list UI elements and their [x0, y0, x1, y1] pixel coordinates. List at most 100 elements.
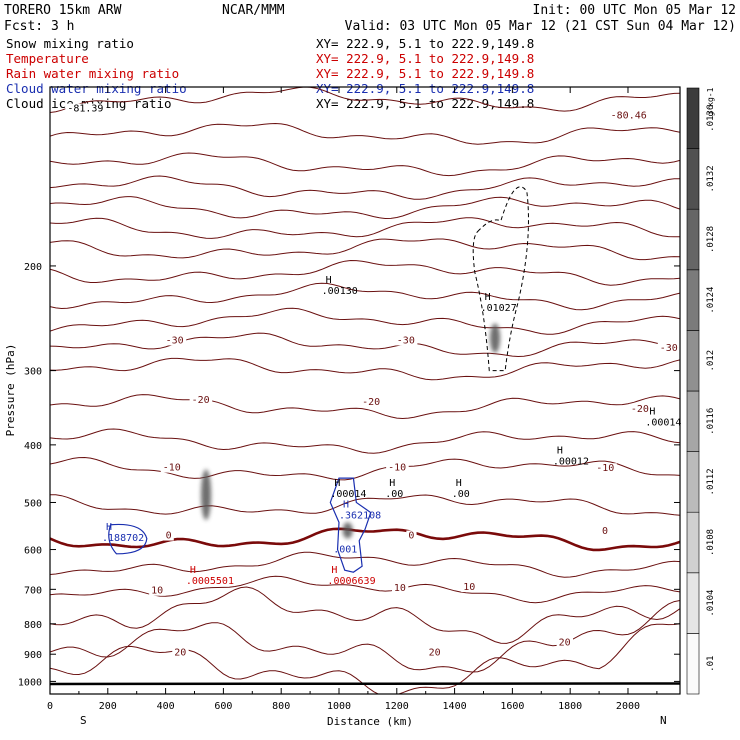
- annotation-marker: H: [649, 407, 655, 418]
- temperature-contour: [50, 357, 680, 381]
- temperature-label-bg: [163, 335, 187, 346]
- header-model: TORERO 15km ARW: [4, 3, 122, 18]
- y-tick-label: 600: [24, 546, 42, 557]
- temperature-contour: [50, 494, 680, 516]
- legend-label: Snow mixing ratio: [6, 36, 134, 51]
- temperature-label-bg: [599, 526, 611, 537]
- temperature-label-bg: [556, 637, 574, 648]
- colorbar-label: .0104: [706, 590, 716, 617]
- x-tick-label: 600: [214, 701, 232, 712]
- x-tick-label: 1600: [500, 701, 524, 712]
- annotation-marker: H: [389, 478, 395, 489]
- legend-xy: XY= 222.9, 5.1 to 222.9,149.8: [316, 51, 534, 66]
- cloud-water-contour: [329, 477, 372, 573]
- temperature-label: 10: [394, 583, 406, 594]
- temperature-contour: [50, 623, 680, 694]
- annotation-value: .00130: [322, 286, 358, 297]
- y-axis-title: Pressure (hPa): [4, 344, 17, 437]
- colorbar-swatch: [686, 511, 700, 574]
- annotation-value: .00: [385, 489, 403, 500]
- x-tick-label: 400: [157, 701, 175, 712]
- temperature-contour: [50, 196, 680, 220]
- temperature-contour: [50, 332, 680, 358]
- x-tick-label: 1800: [558, 701, 582, 712]
- annotation-marker: H: [190, 565, 196, 576]
- temperature-label-bg: [360, 397, 383, 408]
- colorbar-label: .01: [706, 656, 716, 672]
- legend-xy: XY= 222.9, 5.1 to 222.9,149.8: [316, 81, 534, 96]
- temperature-label: -10: [596, 463, 614, 474]
- annotation-marker: H: [557, 446, 563, 457]
- temperature-label-bg: [657, 342, 681, 353]
- colorbar-label: .0116: [706, 408, 716, 435]
- x-tick-label: 200: [99, 701, 117, 712]
- temperature-label-bg: [391, 583, 409, 594]
- temperature-label-bg: [608, 110, 650, 121]
- temperature-label: 0: [408, 531, 414, 542]
- annotation-value: .188702: [102, 533, 144, 544]
- annotation-value: .362108: [339, 511, 381, 522]
- temperature-label: 10: [463, 582, 475, 593]
- header-init: Init: 00 UTC Mon 05 Mar 12: [533, 3, 737, 18]
- annotation-value: .00: [452, 489, 470, 500]
- legend-xy: XY= 222.9, 5.1 to 222.9,149.8: [316, 36, 534, 51]
- y-tick-label: 300: [24, 367, 42, 378]
- annotation-marker: H: [106, 522, 112, 533]
- temperature-label-bg: [594, 463, 617, 474]
- temperature-label-bg: [394, 335, 418, 346]
- colorbar-swatch: [686, 87, 700, 149]
- y-tick-label: 400: [24, 441, 42, 452]
- temperature-contour: [50, 87, 680, 113]
- colorbar-swatch: [686, 451, 700, 513]
- legend-label: Temperature: [6, 51, 89, 66]
- header-valid: Valid: 03 UTC Mon 05 Mar 12 (21 CST Sun …: [345, 19, 736, 34]
- x-tick-label: 800: [272, 701, 290, 712]
- plot-area: [50, 87, 680, 694]
- temperature-contour: [50, 175, 680, 200]
- legend-label: Cloud ice mixing ratio: [6, 96, 172, 111]
- temperature-label: -30: [660, 343, 678, 354]
- colorbar-swatch: [686, 148, 700, 210]
- temperature-label-bg: [406, 530, 417, 541]
- temperature-label: 20: [429, 648, 441, 659]
- y-tick-label: 200: [24, 262, 42, 273]
- legend-xy: XY= 222.9, 5.1 to 222.9,149.8: [316, 66, 534, 81]
- x-end-label: N: [660, 714, 667, 727]
- y-tick-label: 500: [24, 498, 42, 509]
- temperature-contour: [50, 217, 680, 239]
- x-tick-label: 0: [47, 701, 53, 712]
- colorbar-swatch: [686, 572, 700, 634]
- annotation-value: .001: [333, 545, 357, 556]
- colorbar-swatch: [686, 208, 700, 271]
- cloud-ice-contour: [472, 186, 529, 372]
- temperature-contour: [50, 586, 680, 644]
- temperature-label: 20: [559, 637, 571, 648]
- y-tick-label: 700: [24, 585, 42, 596]
- annotation-marker: H: [334, 478, 340, 489]
- x-start-label: S: [80, 714, 87, 727]
- temperature-label-bg: [160, 462, 184, 473]
- temperature-label-bg: [189, 394, 213, 405]
- temperature-label: 0: [602, 526, 608, 537]
- temperature-contour: [50, 456, 680, 481]
- temperature-contour: [50, 600, 680, 673]
- temperature-contour: [50, 527, 680, 552]
- annotation-value: .0006639: [327, 576, 375, 587]
- annotation-marker: H: [331, 565, 337, 576]
- annotation-value: .01027: [481, 303, 517, 314]
- temperature-contour: [50, 282, 680, 311]
- x-tick-label: 2000: [616, 701, 640, 712]
- temperature-contour: [50, 152, 680, 177]
- header-center: NCAR/MMM: [222, 3, 285, 18]
- legend-label: Cloud water mixing ratio: [6, 81, 187, 96]
- temperature-label: -20: [631, 404, 649, 415]
- colorbar-label: .0132: [706, 165, 716, 192]
- colorbar-swatch: [686, 633, 700, 695]
- x-tick-label: 1000: [327, 701, 351, 712]
- x-tick-label: 1200: [385, 701, 409, 712]
- temperature-label-bg: [461, 582, 478, 593]
- temperature-label-bg: [426, 647, 443, 658]
- temperature-label: -30: [166, 335, 184, 346]
- annotation-marker: H: [326, 275, 332, 286]
